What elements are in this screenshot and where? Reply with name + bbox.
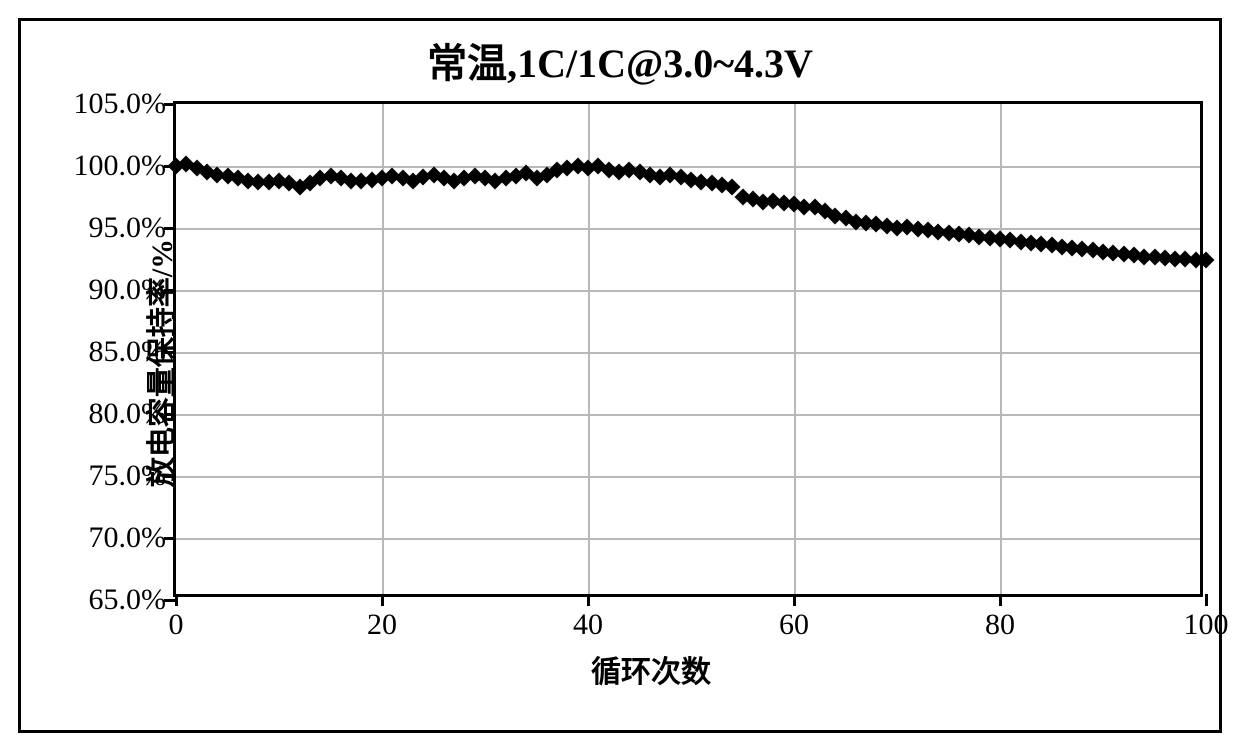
xtick-mark (999, 594, 1002, 606)
ytick-label: 105.0% (74, 87, 167, 121)
plot-area: 65.0%70.0%75.0%80.0%85.0%90.0%95.0%100.0… (173, 101, 1203, 597)
ytick-mark (164, 537, 176, 540)
gridline-h (176, 352, 1200, 354)
ytick-label: 85.0% (89, 335, 167, 369)
xtick-mark (587, 594, 590, 606)
ytick-mark (164, 351, 176, 354)
ytick-label: 95.0% (89, 211, 167, 245)
data-marker (1198, 252, 1215, 269)
gridline-v (794, 104, 796, 594)
chart-outer-frame: 常温,1C/1C@3.0~4.3V 放电容量保持率/% 循环次数 65.0%70… (18, 18, 1222, 733)
ytick-label: 100.0% (74, 149, 167, 183)
ytick-label: 75.0% (89, 459, 167, 493)
xtick-mark (381, 594, 384, 606)
gridline-h (176, 538, 1200, 540)
xtick-label: 60 (779, 608, 809, 642)
ytick-label: 90.0% (89, 273, 167, 307)
ytick-mark (164, 413, 176, 416)
ytick-mark (164, 475, 176, 478)
gridline-h (176, 476, 1200, 478)
xtick-mark (175, 594, 178, 606)
xtick-label: 80 (985, 608, 1015, 642)
gridline-h (176, 414, 1200, 416)
ytick-mark (164, 289, 176, 292)
xtick-mark (1205, 594, 1208, 606)
xtick-label: 20 (367, 608, 397, 642)
ytick-mark (164, 103, 176, 106)
x-axis-label: 循环次数 (591, 647, 711, 691)
xtick-label: 0 (169, 608, 184, 642)
xtick-label: 100 (1184, 608, 1229, 642)
ytick-label: 65.0% (89, 583, 167, 617)
ytick-label: 80.0% (89, 397, 167, 431)
ytick-label: 70.0% (89, 521, 167, 555)
chart-title: 常温,1C/1C@3.0~4.3V (21, 31, 1219, 89)
xtick-label: 40 (573, 608, 603, 642)
gridline-v (588, 104, 590, 594)
gridline-v (1000, 104, 1002, 594)
xtick-mark (793, 594, 796, 606)
ytick-mark (164, 227, 176, 230)
gridline-h (176, 290, 1200, 292)
gridline-h (176, 228, 1200, 230)
